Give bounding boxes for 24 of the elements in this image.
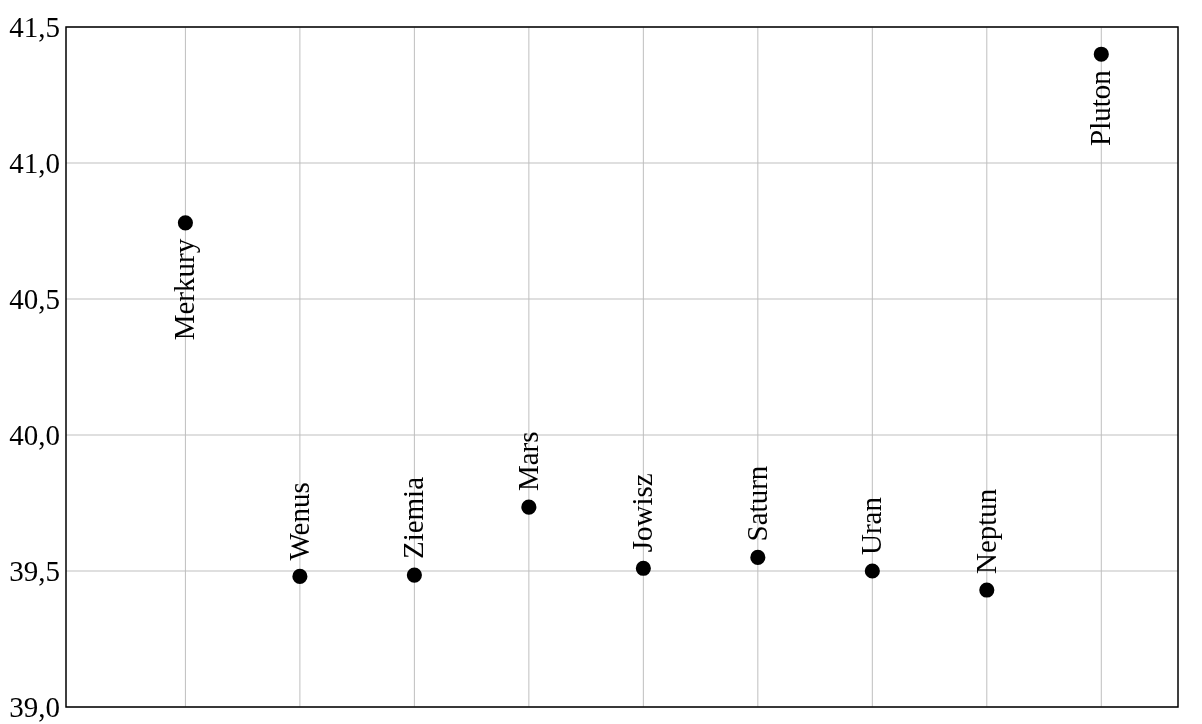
y-tick-label: 41,5 [9,10,60,43]
x-tick-label: Pluton [1084,69,1117,146]
x-tick-label: Merkury [168,238,201,341]
point [292,568,308,584]
x-tick-label: Mars [511,431,544,492]
y-tick-label: 40,0 [9,418,60,451]
point [635,560,651,576]
point [1093,46,1109,62]
x-tick-label: Neptun [969,488,1002,575]
y-tick-label: 40,5 [9,282,60,315]
y-tick-label: 39,5 [9,554,60,587]
x-tick-label: Wenus [282,482,315,561]
y-tick-label: 41,0 [9,146,60,179]
x-tick-label: Uran [855,496,888,555]
point [406,567,422,583]
point [177,215,193,231]
point [864,563,880,579]
y-tick-label: 39,0 [9,690,60,723]
x-tick-label: Jowisz [626,473,659,553]
point [750,549,766,565]
x-tick-label: Ziemia [397,476,430,560]
point [521,499,537,515]
point [979,582,995,598]
x-tick-label: Saturn [740,465,773,542]
